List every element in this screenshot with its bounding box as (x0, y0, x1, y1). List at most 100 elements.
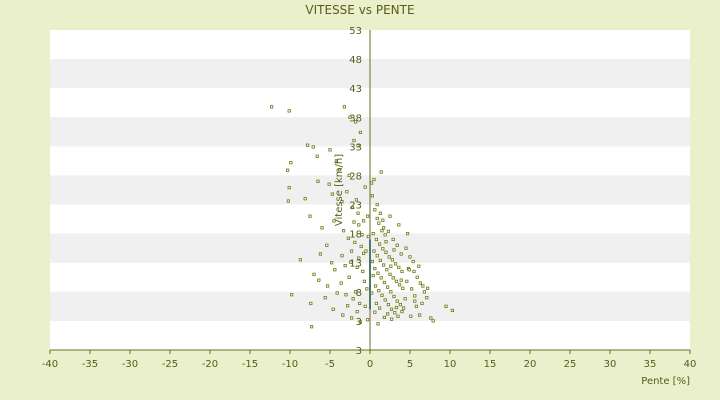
data-point (387, 255, 391, 259)
data-point (389, 317, 394, 321)
data-point (409, 287, 414, 291)
data-point (413, 294, 417, 298)
data-point (327, 182, 331, 186)
data-point (347, 275, 351, 279)
data-point (405, 232, 410, 236)
data-point (364, 249, 368, 253)
data-point (305, 143, 310, 147)
data-point (391, 276, 395, 280)
data-point (417, 313, 422, 317)
data-point (394, 279, 399, 283)
data-point (341, 229, 346, 233)
data-point (386, 303, 391, 307)
data-point (380, 229, 384, 233)
data-point (315, 154, 319, 158)
data-point (348, 115, 352, 119)
data-point (388, 214, 392, 218)
data-point (425, 286, 430, 290)
data-point (420, 301, 424, 306)
data-point (374, 237, 379, 242)
data-point (395, 299, 399, 303)
x-tick-label: -35 (82, 359, 98, 370)
data-point (413, 299, 417, 303)
x-tick-label: -5 (325, 359, 335, 370)
data-point (376, 271, 380, 275)
data-point (421, 284, 425, 288)
data-point (358, 320, 363, 324)
data-point (388, 272, 392, 276)
x-tick-labels: -40 -35 -30 -25 -20 -15 -10 -5 0 5 10 15 20 25 30 35 40 (42, 350, 696, 370)
data-point (298, 258, 303, 262)
y-tick-label: 28 (349, 171, 362, 182)
data-point (374, 301, 379, 306)
data-point (392, 294, 396, 299)
data-point (312, 272, 316, 276)
data-point (372, 177, 376, 182)
data-point (343, 264, 347, 268)
data-point (359, 244, 363, 249)
x-tick-label: -30 (122, 359, 138, 370)
data-point (320, 226, 324, 230)
data-point (345, 190, 349, 194)
data-point (352, 220, 356, 224)
data-point (429, 316, 433, 320)
data-point (335, 291, 339, 295)
data-point (332, 219, 336, 223)
data-point (350, 205, 355, 210)
data-point (269, 105, 274, 109)
data-point (356, 211, 360, 215)
data-point (399, 278, 403, 282)
data-point (372, 249, 376, 253)
data-point (392, 248, 396, 252)
data-point (409, 314, 413, 318)
data-point (357, 223, 361, 227)
x-tick-label: 10 (444, 359, 457, 370)
data-point (411, 259, 415, 264)
x-tick-label: -10 (282, 359, 298, 370)
data-point (325, 284, 330, 288)
data-point (286, 199, 291, 203)
data-point (381, 226, 386, 230)
data-point (379, 276, 383, 280)
data-point (390, 258, 395, 262)
data-point (318, 252, 323, 256)
data-point (373, 284, 378, 288)
data-point (363, 304, 367, 308)
data-point (408, 255, 412, 259)
data-point (381, 247, 385, 251)
data-point (316, 179, 320, 183)
data-point (400, 309, 404, 314)
data-point (415, 275, 419, 279)
data-point (356, 144, 360, 148)
data-point (349, 249, 354, 253)
x-tick-label: -15 (242, 359, 258, 370)
data-point (400, 269, 404, 274)
data-point (287, 109, 291, 113)
data-point (303, 197, 307, 201)
data-point (381, 218, 385, 222)
data-point (417, 264, 421, 268)
data-point (333, 268, 337, 272)
x-tick-label: 35 (644, 359, 657, 370)
data-points (269, 105, 455, 329)
data-point (365, 287, 369, 291)
x-axis-label: Pente [%] (641, 376, 690, 387)
data-point (289, 293, 294, 297)
data-point (377, 242, 382, 246)
y-tick-label: 3 (356, 346, 362, 357)
data-point (384, 250, 388, 254)
data-point (405, 279, 409, 283)
chart-title: VITESSE vs PENTE (305, 3, 414, 17)
data-point (393, 262, 398, 266)
y-tick-label: 18 (349, 230, 362, 241)
data-point (414, 304, 419, 308)
data-point (431, 319, 435, 323)
data-point (389, 290, 393, 294)
data-point (407, 268, 411, 272)
data-point (385, 312, 390, 316)
data-point (353, 290, 358, 294)
data-point (380, 293, 384, 297)
data-point (340, 200, 344, 204)
data-point (366, 234, 371, 239)
data-point (371, 232, 375, 236)
